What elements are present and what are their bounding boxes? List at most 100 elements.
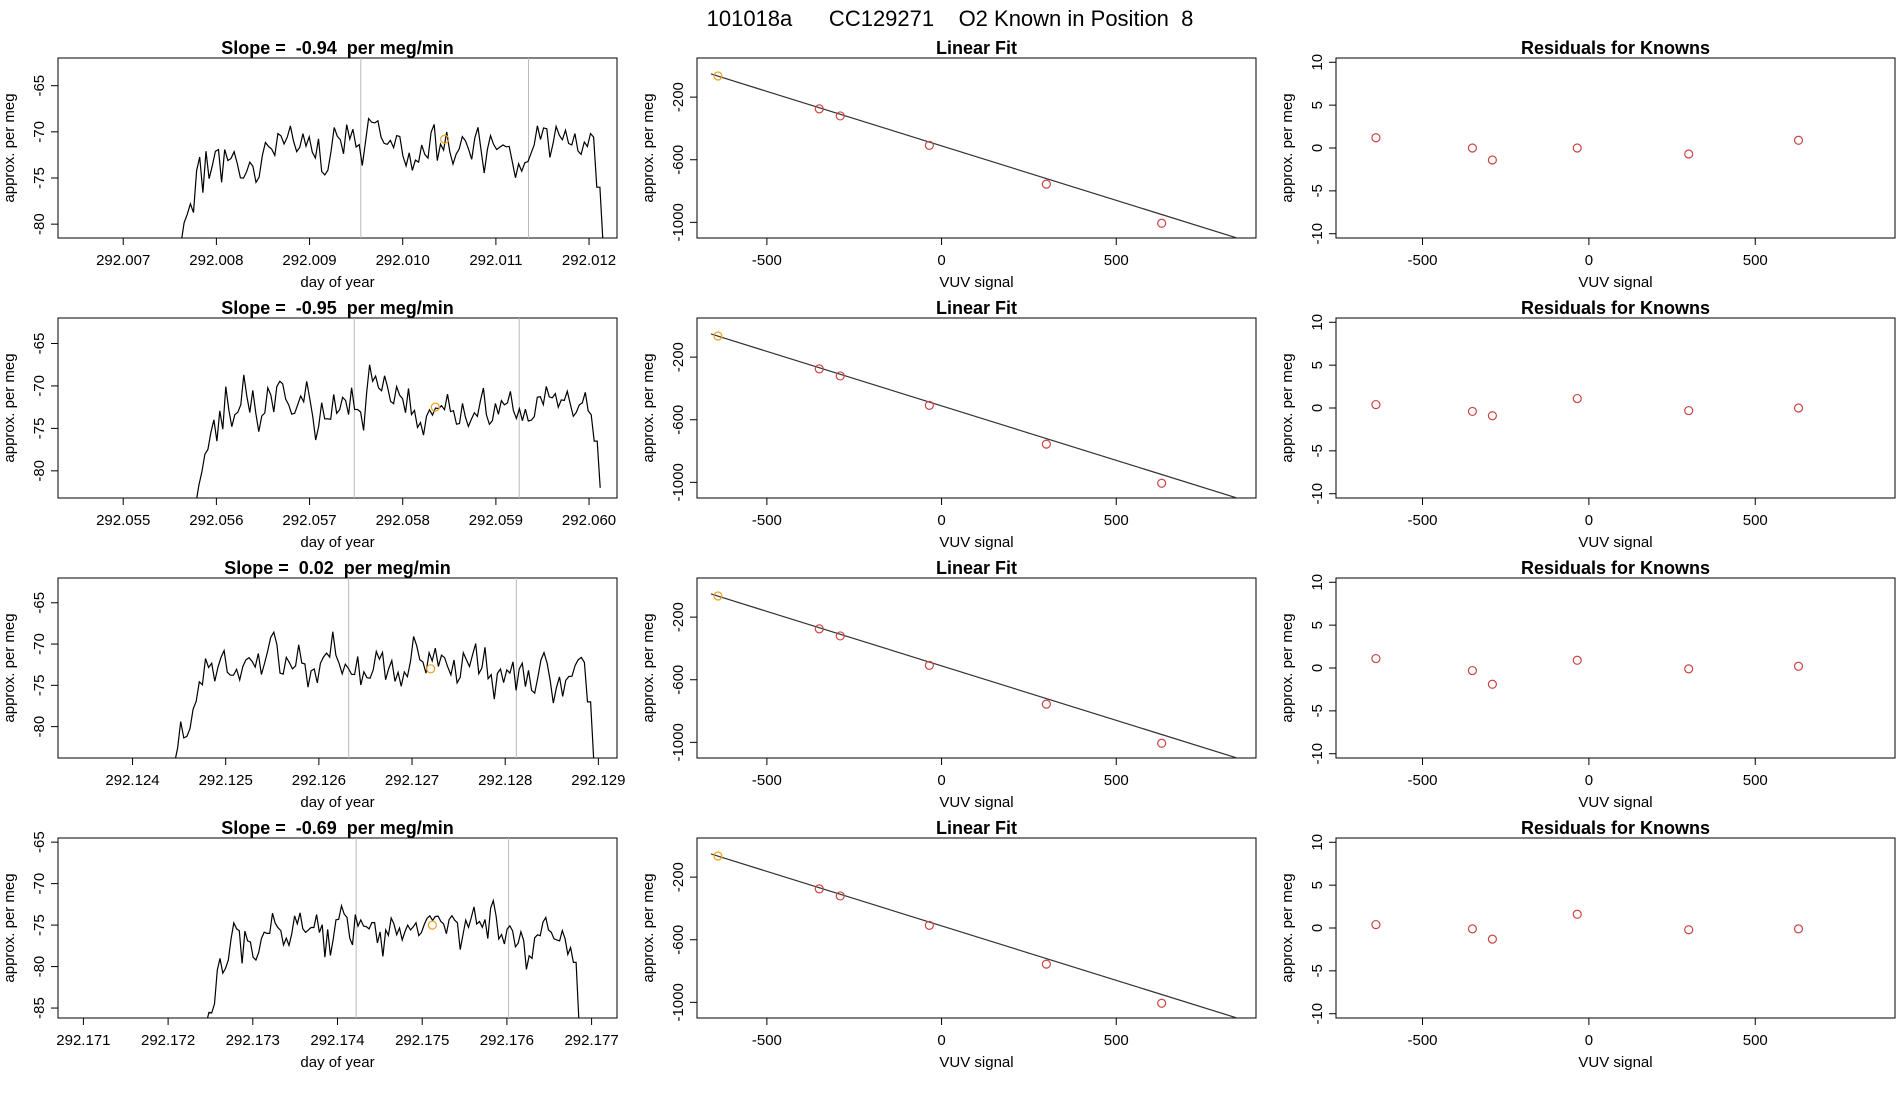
y-tick-label: -70 bbox=[31, 873, 48, 895]
signal-trace-line bbox=[181, 117, 604, 238]
y-tick-label: 0 bbox=[1309, 404, 1326, 412]
plot-area bbox=[710, 331, 1240, 498]
panel-title: Linear Fit bbox=[936, 558, 1017, 578]
x-axis-label: VUV signal bbox=[939, 534, 1013, 551]
x-tick-label: 292.173 bbox=[226, 1032, 280, 1049]
y-tick-label: 0 bbox=[1309, 664, 1326, 672]
x-axis-label: VUV signal bbox=[1578, 274, 1652, 291]
y-axis-label: approx. per meg bbox=[1279, 613, 1296, 722]
y-tick-label: -5 bbox=[1309, 184, 1326, 197]
plot-area bbox=[174, 578, 595, 758]
x-tick-label: -500 bbox=[1407, 512, 1437, 529]
fit-data-point bbox=[1041, 959, 1051, 969]
x-tick-label: 292.055 bbox=[96, 512, 150, 529]
y-tick-label: -70 bbox=[31, 121, 48, 143]
plot-frame bbox=[57, 837, 618, 1019]
plot-area bbox=[181, 58, 604, 238]
residual-point bbox=[1684, 405, 1694, 416]
signal-trace-line bbox=[174, 630, 595, 758]
residual-point bbox=[1793, 135, 1804, 145]
fit-line bbox=[710, 333, 1240, 498]
residual-point bbox=[1572, 393, 1582, 404]
y-axis-label: approx. per meg bbox=[640, 613, 657, 722]
x-axis-label: VUV signal bbox=[1578, 534, 1652, 551]
fit-data-point bbox=[924, 660, 934, 670]
fit-data-point bbox=[835, 631, 845, 641]
residual-point bbox=[1684, 149, 1694, 159]
y-tick-label: -10 bbox=[1309, 1003, 1326, 1025]
residual-point bbox=[1371, 919, 1381, 930]
panel-title: Slope = -0.95 per meg/min bbox=[221, 298, 454, 318]
y-tick-label: -75 bbox=[31, 418, 48, 440]
y-tick-label: -5 bbox=[1309, 704, 1326, 717]
x-tick-label: 292.124 bbox=[105, 772, 159, 789]
residuals-panel-row-0: Residuals for Knowns VUV signal approx. pe… bbox=[1279, 38, 1896, 291]
y-axis-label: approx. per meg bbox=[1, 93, 18, 202]
x-axis-label: day of year bbox=[300, 274, 374, 291]
x-tick-label: 292.129 bbox=[571, 772, 625, 789]
x-tick-label: 292.174 bbox=[310, 1032, 364, 1049]
plot-area bbox=[1371, 653, 1804, 689]
x-axis-label: VUV signal bbox=[939, 274, 1013, 291]
y-tick-label: -200 bbox=[670, 862, 687, 892]
x-tick-label: 0 bbox=[937, 252, 945, 269]
y-tick-label: -85 bbox=[31, 997, 48, 1019]
panel-title: Residuals for Knowns bbox=[1521, 298, 1710, 318]
y-tick-label: -65 bbox=[31, 333, 48, 355]
x-tick-label: 0 bbox=[1585, 772, 1593, 789]
y-tick-label: -70 bbox=[31, 375, 48, 397]
residual-point bbox=[1487, 934, 1497, 944]
y-tick-label: 10 bbox=[1309, 54, 1326, 71]
residual-point bbox=[1793, 661, 1804, 671]
residual-point bbox=[1467, 924, 1478, 934]
residual-point bbox=[1487, 679, 1497, 689]
plot-area bbox=[1371, 133, 1804, 165]
fit-data-point bbox=[924, 140, 934, 150]
y-tick-label: -5 bbox=[1309, 444, 1326, 457]
plot-area bbox=[1371, 393, 1804, 421]
plot-area bbox=[710, 71, 1240, 238]
y-tick-label: -1000 bbox=[670, 203, 687, 241]
y-axis-label: approx. per meg bbox=[1, 613, 18, 722]
plot-frame bbox=[57, 317, 618, 499]
fit-data-point bbox=[1157, 218, 1167, 228]
y-axis-label: approx. per meg bbox=[1, 353, 18, 462]
x-tick-label: 292.012 bbox=[562, 252, 616, 269]
figure-title: 101018a CC129271 O2 Known in Position 8 bbox=[707, 6, 1194, 31]
y-tick-label: -600 bbox=[670, 145, 687, 175]
x-tick-label: -500 bbox=[752, 512, 782, 529]
panel-title: Linear Fit bbox=[936, 298, 1017, 318]
plot-area bbox=[710, 851, 1240, 1018]
fit-data-point bbox=[814, 364, 824, 374]
fit-data-point bbox=[835, 111, 845, 121]
y-tick-label: -10 bbox=[1309, 743, 1326, 765]
y-tick-label: -200 bbox=[670, 602, 687, 632]
fit-data-point bbox=[814, 884, 824, 894]
panel-title: Slope = -0.94 per meg/min bbox=[221, 38, 454, 58]
trace-panel-row-3: Slope = -0.69 per meg/min day of year appr… bbox=[1, 818, 619, 1071]
x-tick-label: 292.172 bbox=[141, 1032, 195, 1049]
y-tick-label: 5 bbox=[1309, 101, 1326, 109]
x-tick-label: 292.007 bbox=[96, 252, 150, 269]
y-tick-label: 10 bbox=[1309, 574, 1326, 591]
residual-point bbox=[1793, 403, 1804, 413]
residuals-panel-row-1: Residuals for Knowns VUV signal approx. pe… bbox=[1279, 298, 1896, 551]
y-tick-label: -200 bbox=[670, 342, 687, 372]
y-axis-label: approx. per meg bbox=[1279, 93, 1296, 202]
x-tick-label: 500 bbox=[1104, 512, 1129, 529]
fit-data-point bbox=[713, 851, 723, 861]
x-tick-label: 292.177 bbox=[564, 1032, 618, 1049]
x-tick-label: 0 bbox=[1585, 512, 1593, 529]
fit-data-point bbox=[924, 400, 934, 410]
plot-area bbox=[196, 318, 601, 498]
y-axis-label: approx. per meg bbox=[1279, 873, 1296, 982]
fit-data-point bbox=[814, 624, 824, 634]
plot-frame bbox=[57, 577, 618, 759]
fit-line bbox=[710, 73, 1240, 238]
y-tick-label: -80 bbox=[31, 956, 48, 978]
trace-panel-row-1: Slope = -0.95 per meg/min day of year appr… bbox=[1, 298, 618, 551]
panel-title: Residuals for Knowns bbox=[1521, 818, 1710, 838]
y-tick-label: -5 bbox=[1309, 964, 1326, 977]
x-tick-label: -500 bbox=[752, 252, 782, 269]
